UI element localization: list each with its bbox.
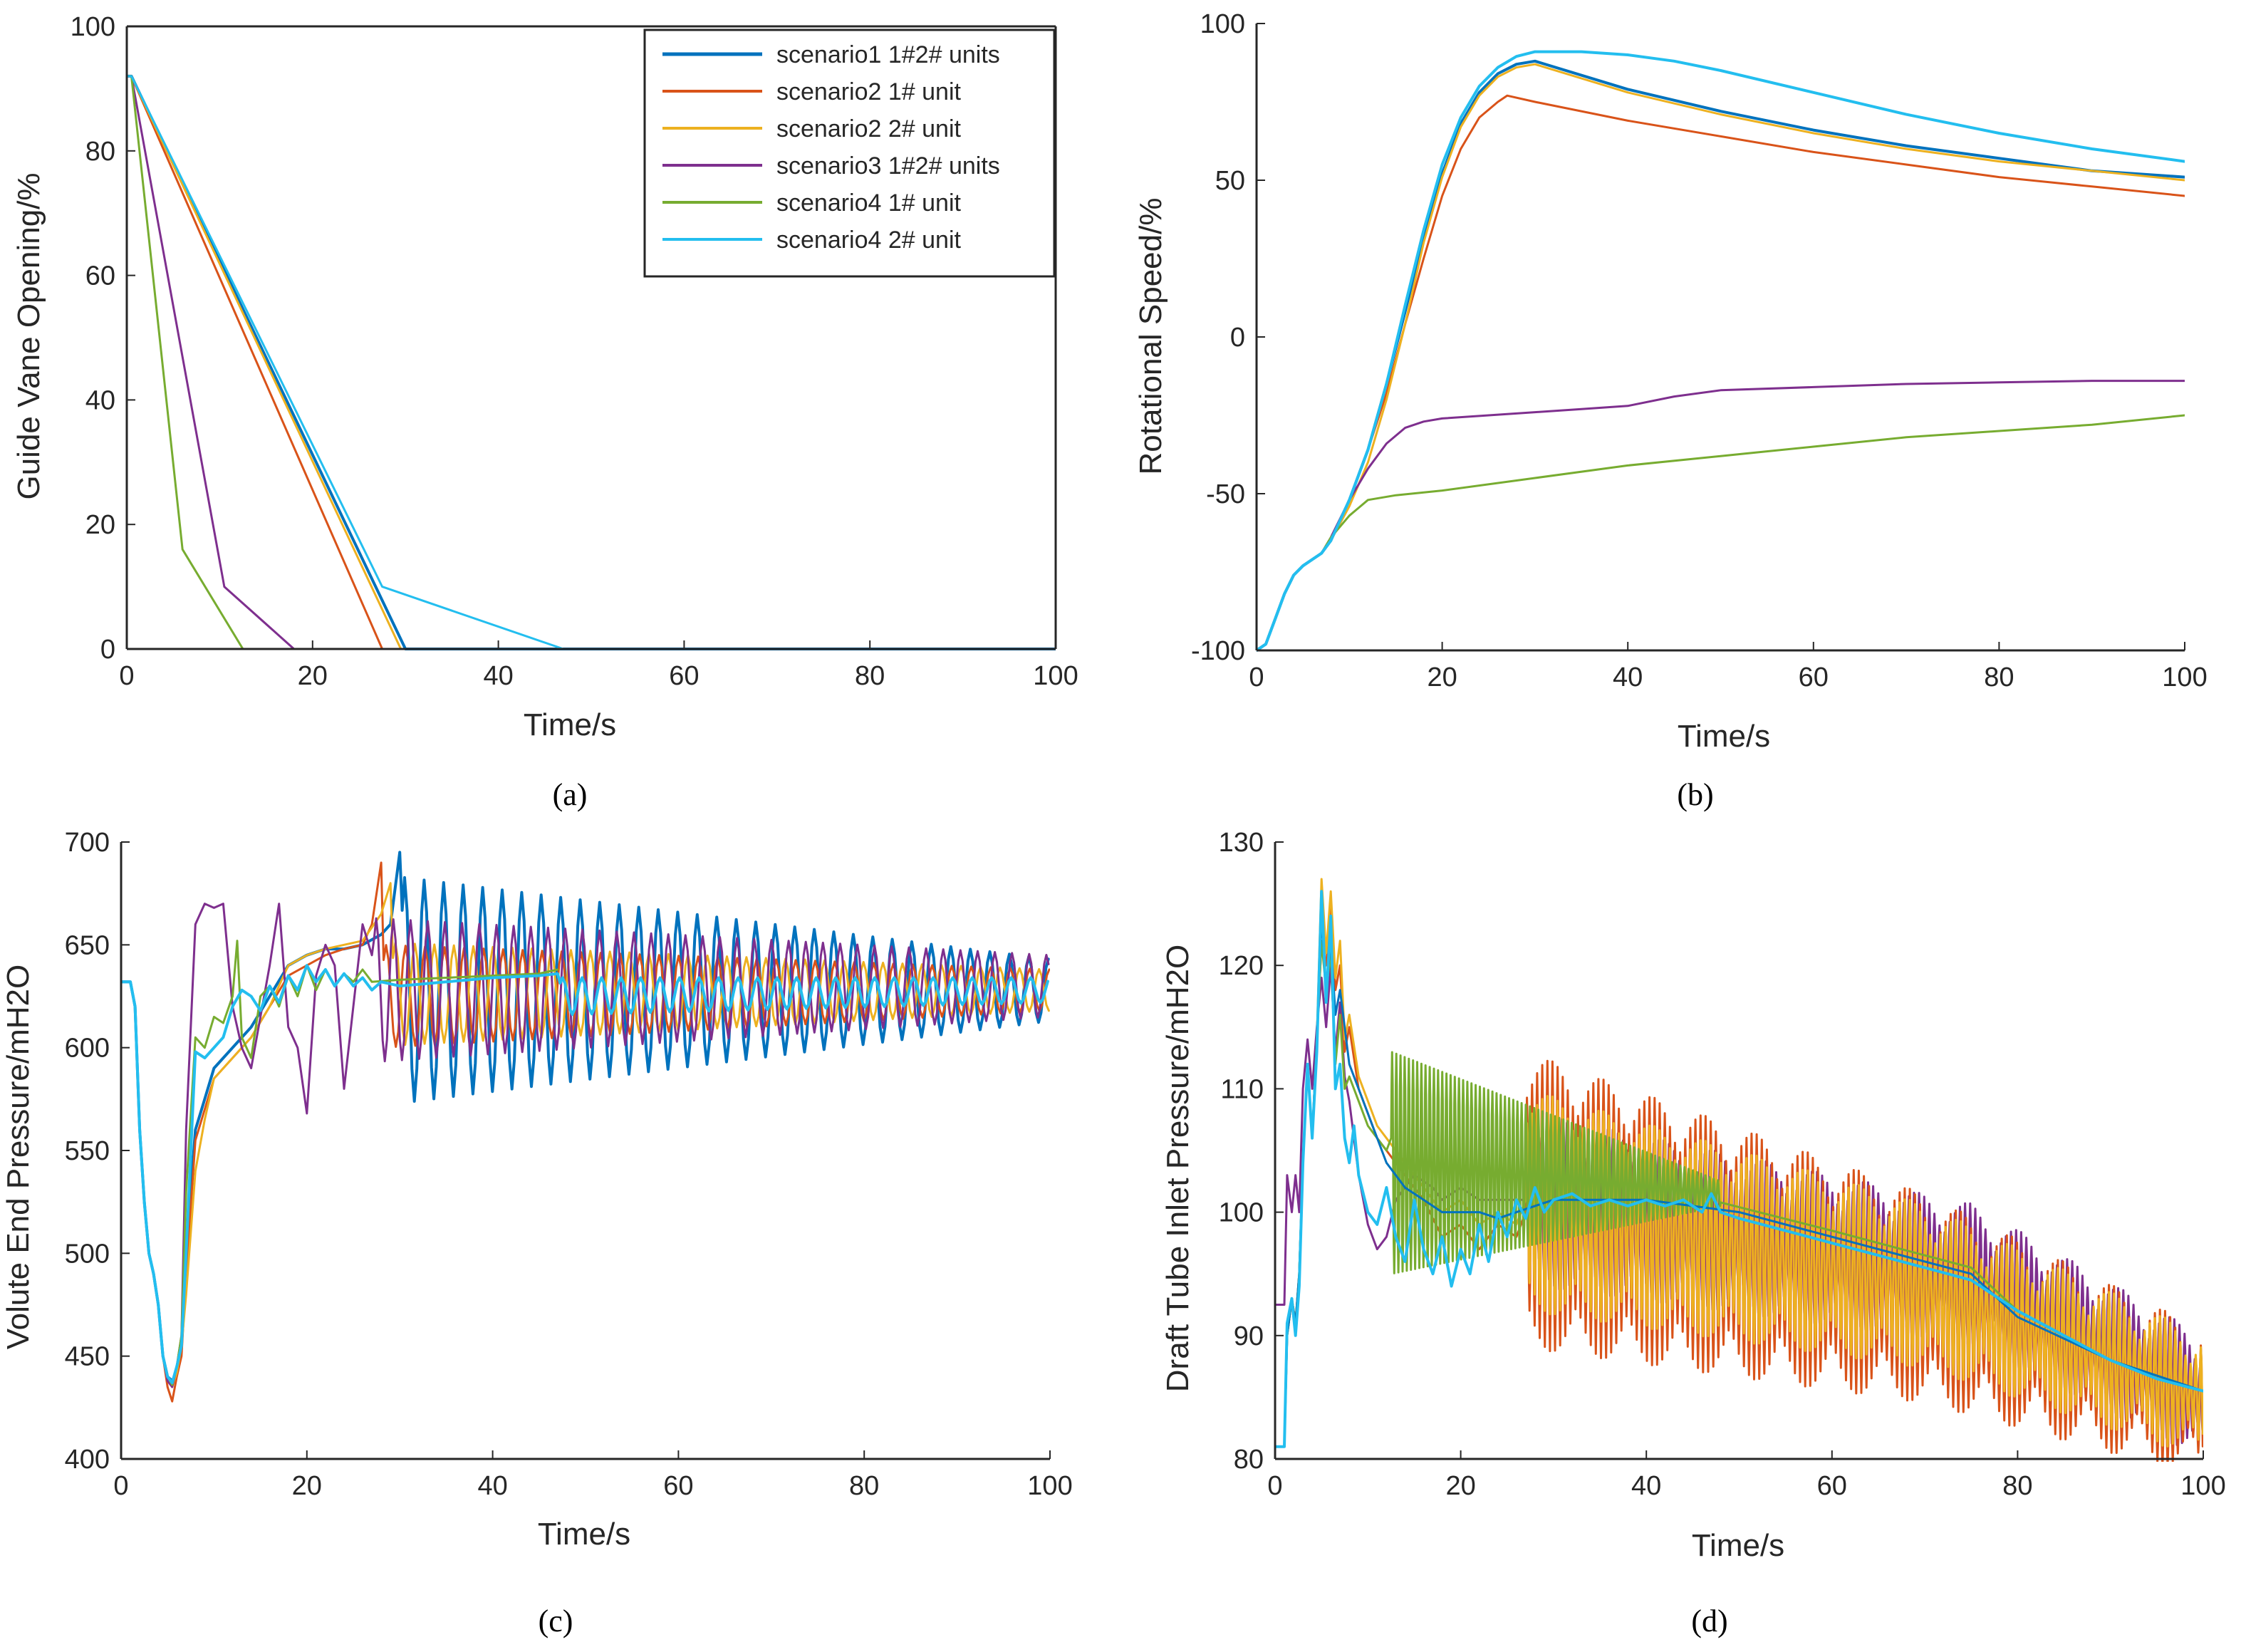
panel-c-y-tick-label: 400 — [65, 1445, 110, 1475]
panel-b-x-tick-label: 60 — [1799, 663, 1829, 692]
panel-d-y-tick-label: 120 — [1219, 951, 1264, 981]
legend-label-s2-u1: scenario2 1# unit — [776, 78, 962, 105]
panel-c-plot-area — [121, 851, 1050, 1403]
panel-c-y-tick-label: 650 — [65, 930, 110, 960]
panel-b-x-tick-label: 0 — [1249, 663, 1264, 692]
panel-b-plot-area — [1257, 50, 2185, 652]
panel-d-series — [1275, 878, 2203, 1462]
panel-b-y-tick-label: 100 — [1200, 9, 1245, 39]
panel-d-y-tick-label: 80 — [1234, 1445, 1264, 1475]
panel-a-x-tick-label: 80 — [855, 661, 885, 691]
panel-c-series-s4-u2 — [121, 964, 1049, 1385]
legend-label-s4-u2: scenario4 2# unit — [776, 227, 962, 254]
panel-c-series-s3-both — [121, 903, 1050, 1388]
panel-d-x-tick-label: 0 — [1267, 1471, 1282, 1501]
legend-label-s4-u1: scenario4 1# unit — [776, 189, 962, 217]
panel-d-series-s2-u2 — [1275, 878, 2203, 1448]
panel-b-series-s4-u2 — [1257, 50, 2185, 652]
panel-c-y-tick-label: 600 — [65, 1034, 110, 1064]
panel-d-y-tick-label: 100 — [1219, 1198, 1264, 1228]
panel-a-y-tick-label: 60 — [85, 261, 115, 291]
panel-c-y-tick-label: 500 — [65, 1239, 110, 1269]
panel-c-y-axis-label: Volute End Pressure/mH2O — [1, 965, 36, 1349]
panel-b-x-tick-label: 100 — [2162, 663, 2207, 692]
panel-a-x-tick-label: 60 — [669, 661, 699, 691]
panel-a-x-tick-label: 40 — [483, 661, 513, 691]
panel-d-y-axis-label: Draft Tube Inlet Pressure/mH2O — [1160, 945, 1195, 1392]
panel-c-x-tick-label: 20 — [292, 1471, 322, 1501]
panel-d-y-tick-label: 130 — [1219, 828, 1264, 858]
panel-b-x-tick-label: 80 — [1984, 663, 2014, 692]
panel-b-rotational-speed: 0 20 40 60 80 100 -100 -50 0 50 100 Time/s Rotatio… — [1133, 9, 2208, 812]
panel-c-y-tick-label: 550 — [65, 1136, 110, 1166]
panel-b-y-tick-label: 50 — [1215, 166, 1245, 196]
panel-d-x-tick-label: 20 — [1445, 1471, 1475, 1501]
panel-d-plot-area — [1275, 878, 2203, 1462]
panel-d-draft-tube-inlet-pressure: 0 20 40 60 80 100 80 90 100 110 120 130 Time/s Draf… — [1160, 828, 2226, 1638]
panel-c-x-tick-label: 80 — [849, 1471, 879, 1501]
legend-label-s3-both: scenario3 1#2# units — [776, 152, 1000, 180]
panel-d-y-tick-label: 110 — [1220, 1074, 1264, 1104]
panel-d-ticks: 0 20 40 60 80 100 80 90 100 110 120 130 — [1219, 828, 2226, 1501]
panel-b-series — [1257, 50, 2185, 652]
panel-a-x-tick-label: 100 — [1033, 661, 1078, 691]
panel-c-y-tick-label: 700 — [65, 828, 110, 858]
panel-b-ticks: 0 20 40 60 80 100 -100 -50 0 50 100 — [1191, 9, 2208, 692]
panel-c-x-tick-label: 100 — [1027, 1471, 1072, 1501]
panel-a-y-tick-label: 20 — [85, 510, 115, 540]
panel-c-series — [121, 851, 1050, 1403]
legend-label-s1-both: scenario1 1#2# units — [776, 41, 1000, 68]
panel-d-x-tick-label: 100 — [2180, 1471, 2225, 1501]
panel-a-caption: (a) — [553, 777, 588, 812]
panel-a-y-tick-label: 100 — [71, 12, 115, 42]
panel-a-y-tick-label: 80 — [85, 137, 115, 167]
panel-d-x-tick-label: 60 — [1817, 1471, 1847, 1501]
panel-b-y-tick-label: -50 — [1206, 479, 1245, 509]
panel-a-legend: scenario1 1#2# units scenario2 1# unit s… — [643, 28, 1056, 278]
panel-c-y-tick-label: 450 — [65, 1342, 110, 1372]
panel-a-x-tick-label: 20 — [298, 661, 328, 691]
panel-a-y-axis-label: Guide Vane Opening/% — [11, 172, 46, 499]
panel-b-y-axis-label: Rotational Speed/% — [1133, 198, 1168, 475]
panel-c-volute-end-pressure: 0 20 40 60 80 100 400 450 500 550 600 650 700 Time/s… — [1, 828, 1073, 1638]
legend-box — [643, 28, 1056, 278]
panel-b-x-tick-label: 20 — [1427, 663, 1457, 692]
panel-a-x-tick-label: 0 — [119, 661, 134, 691]
panel-a-ticks: 0 20 40 60 80 100 0 20 40 60 80 100 — [71, 12, 1078, 691]
panel-c-caption: (c) — [539, 1604, 573, 1638]
panel-b-y-tick-label: -100 — [1191, 636, 1245, 666]
panel-a-x-axis-label: Time/s — [524, 707, 616, 742]
panel-d-x-tick-label: 40 — [1631, 1471, 1661, 1501]
panel-b-x-axis-label: Time/s — [1678, 719, 1770, 754]
panel-d-caption: (d) — [1691, 1604, 1727, 1638]
legend-label-s2-u2: scenario2 2# unit — [776, 115, 962, 142]
panel-c-x-tick-label: 40 — [477, 1471, 507, 1501]
panel-d-series-s4-u2 — [1275, 890, 2203, 1448]
panel-b-x-tick-label: 40 — [1613, 663, 1643, 692]
panel-c-ticks: 0 20 40 60 80 100 400 450 500 550 600 650 700 — [65, 828, 1073, 1501]
panel-d-x-axis-label: Time/s — [1692, 1528, 1784, 1563]
panel-d-y-tick-label: 90 — [1234, 1321, 1264, 1351]
panel-c-x-tick-label: 0 — [113, 1471, 128, 1501]
panel-c-x-axis-label: Time/s — [538, 1517, 630, 1552]
panel-b-y-tick-label: 0 — [1230, 323, 1245, 353]
panel-a-y-tick-label: 0 — [100, 635, 115, 665]
panel-a-guide-vane-opening: 0 20 40 60 80 100 0 20 40 60 80 100 Time/s Guide Va… — [11, 12, 1078, 812]
panel-b-caption: (b) — [1677, 777, 1713, 812]
panel-d-x-tick-label: 80 — [2002, 1471, 2032, 1501]
panel-a-y-tick-label: 40 — [85, 385, 115, 415]
panel-c-x-tick-label: 60 — [663, 1471, 693, 1501]
